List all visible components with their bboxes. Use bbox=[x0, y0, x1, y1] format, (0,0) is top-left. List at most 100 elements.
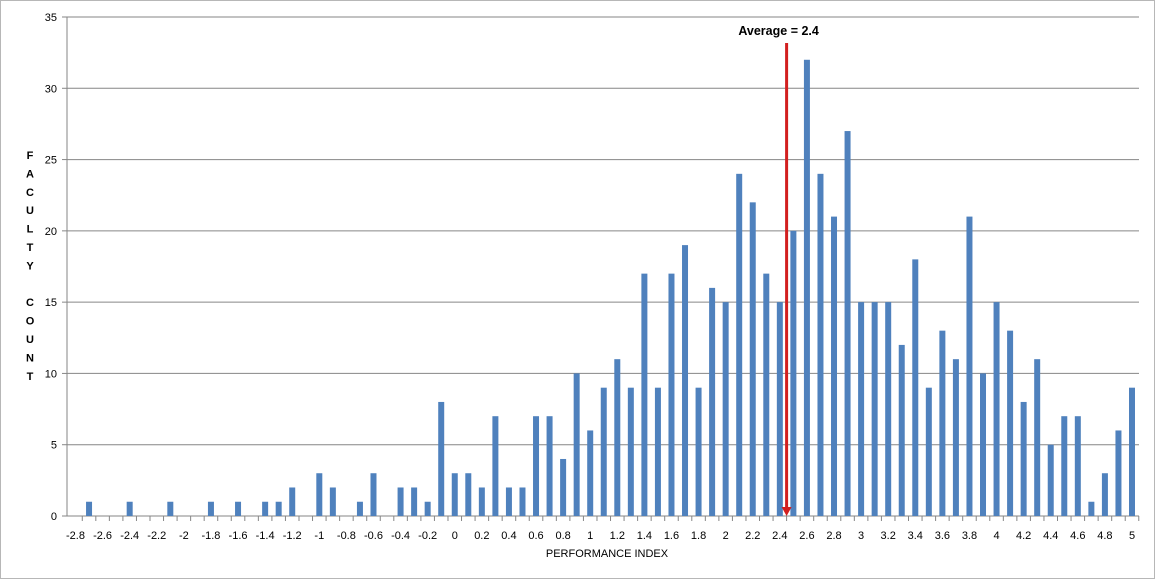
x-tick-label: -2.2 bbox=[147, 530, 166, 542]
histogram-bar bbox=[235, 501, 242, 516]
x-tick-label: 2.4 bbox=[772, 530, 787, 542]
histogram-bar bbox=[370, 473, 377, 516]
y-axis-title-letter: U bbox=[26, 334, 34, 346]
histogram-bar bbox=[925, 387, 932, 516]
x-tick-label: -0.4 bbox=[391, 530, 410, 542]
x-tick-label: 3.4 bbox=[908, 530, 923, 542]
x-tick-label: 1.2 bbox=[610, 530, 625, 542]
histogram-bar bbox=[424, 501, 431, 516]
histogram-bar bbox=[1129, 387, 1135, 516]
x-tick-label: 4.4 bbox=[1043, 530, 1058, 542]
x-tick-label: 1.4 bbox=[637, 530, 652, 542]
x-tick-label: 2 bbox=[723, 530, 729, 542]
histogram-bar bbox=[709, 287, 716, 516]
y-tick-label: 15 bbox=[45, 297, 57, 309]
histogram-bar bbox=[939, 330, 946, 516]
x-tick-label: -0.6 bbox=[364, 530, 383, 542]
x-tick-label: -1 bbox=[314, 530, 324, 542]
x-tick-label: 0.2 bbox=[474, 530, 489, 542]
histogram-bar bbox=[451, 473, 458, 516]
x-tick-label: -1.4 bbox=[256, 530, 275, 542]
histogram-bar bbox=[885, 302, 892, 516]
x-tick-label: 0.6 bbox=[528, 530, 543, 542]
x-tick-label: -1.8 bbox=[201, 530, 220, 542]
x-tick-label: 4.8 bbox=[1097, 530, 1112, 542]
y-axis-title-letter: N bbox=[26, 352, 34, 364]
histogram-bar bbox=[641, 273, 648, 516]
x-tick-label: 4.2 bbox=[1016, 530, 1031, 542]
y-tick-label: 10 bbox=[45, 368, 57, 380]
x-tick-label: 3.8 bbox=[962, 530, 977, 542]
histogram-bar bbox=[289, 487, 296, 516]
histogram-bar bbox=[207, 501, 214, 516]
histogram-bar bbox=[980, 373, 987, 516]
x-tick-label: -0.8 bbox=[337, 530, 356, 542]
y-axis-title-letter: L bbox=[27, 224, 34, 236]
histogram-bar bbox=[695, 387, 702, 516]
x-tick-label: -2 bbox=[179, 530, 189, 542]
x-tick-label: 1 bbox=[587, 530, 593, 542]
histogram-bar bbox=[1115, 430, 1122, 516]
histogram-bar bbox=[478, 487, 485, 516]
histogram-bar bbox=[397, 487, 404, 516]
histogram-bar bbox=[654, 387, 661, 516]
x-tick-label: 2.8 bbox=[826, 530, 841, 542]
y-axis-title-letter: A bbox=[26, 168, 34, 180]
x-tick-label: 4 bbox=[993, 530, 999, 542]
histogram-bar bbox=[722, 302, 729, 516]
y-axis-title-letter: T bbox=[27, 371, 34, 383]
y-axis-title-letter: C bbox=[26, 297, 34, 309]
histogram-bar bbox=[600, 387, 607, 516]
x-tick-label: 1.8 bbox=[691, 530, 706, 542]
average-marker-arrowhead bbox=[781, 507, 792, 516]
x-tick-label: -2.4 bbox=[120, 530, 139, 542]
histogram-bar bbox=[763, 273, 770, 516]
histogram-bar bbox=[316, 473, 323, 516]
histogram-bar bbox=[1061, 416, 1068, 516]
histogram-bar bbox=[817, 173, 824, 517]
histogram-bar bbox=[356, 501, 363, 516]
y-axis-title-letter: C bbox=[26, 187, 34, 199]
x-tick-label: -1.2 bbox=[283, 530, 302, 542]
histogram-bar bbox=[749, 202, 756, 517]
x-tick-label: 0.4 bbox=[501, 530, 516, 542]
histogram-bar bbox=[560, 458, 567, 516]
histogram-bar bbox=[803, 59, 810, 517]
histogram-bar bbox=[1047, 444, 1054, 516]
histogram-bar bbox=[1007, 330, 1014, 516]
y-tick-label: 0 bbox=[51, 511, 57, 523]
histogram-bar bbox=[614, 359, 621, 516]
histogram-bar bbox=[776, 302, 783, 516]
x-tick-label: -1.6 bbox=[229, 530, 248, 542]
x-tick-label: -2.8 bbox=[66, 530, 85, 542]
histogram-bar bbox=[993, 302, 1000, 516]
y-axis-title-letter: U bbox=[26, 205, 34, 217]
x-tick-label: 0.8 bbox=[555, 530, 570, 542]
histogram-bar bbox=[505, 487, 512, 516]
histogram-bar bbox=[682, 245, 689, 516]
average-annotation-label: Average = 2.4 bbox=[738, 24, 819, 38]
y-tick-label: 25 bbox=[45, 155, 57, 167]
x-tick-label: 3 bbox=[858, 530, 864, 542]
y-tick-label: 5 bbox=[51, 440, 57, 452]
x-tick-label: 2.2 bbox=[745, 530, 760, 542]
histogram-bar bbox=[275, 501, 282, 516]
histogram-bar bbox=[533, 416, 540, 516]
y-axis-title-letter: F bbox=[27, 150, 34, 162]
histogram-bar bbox=[790, 230, 797, 516]
histogram-bar bbox=[844, 131, 851, 517]
histogram-bar bbox=[1074, 416, 1081, 516]
x-tick-label: -0.2 bbox=[418, 530, 437, 542]
histogram-bar bbox=[898, 344, 905, 516]
histogram-bar bbox=[329, 487, 336, 516]
histogram-bar bbox=[587, 430, 594, 516]
histogram-bar bbox=[668, 273, 675, 516]
x-tick-label: 4.6 bbox=[1070, 530, 1085, 542]
x-tick-label: 3.2 bbox=[881, 530, 896, 542]
histogram-bar bbox=[86, 501, 93, 516]
x-tick-label: 5 bbox=[1129, 530, 1135, 542]
histogram-bar bbox=[519, 487, 526, 516]
x-tick-label: 0 bbox=[452, 530, 458, 542]
